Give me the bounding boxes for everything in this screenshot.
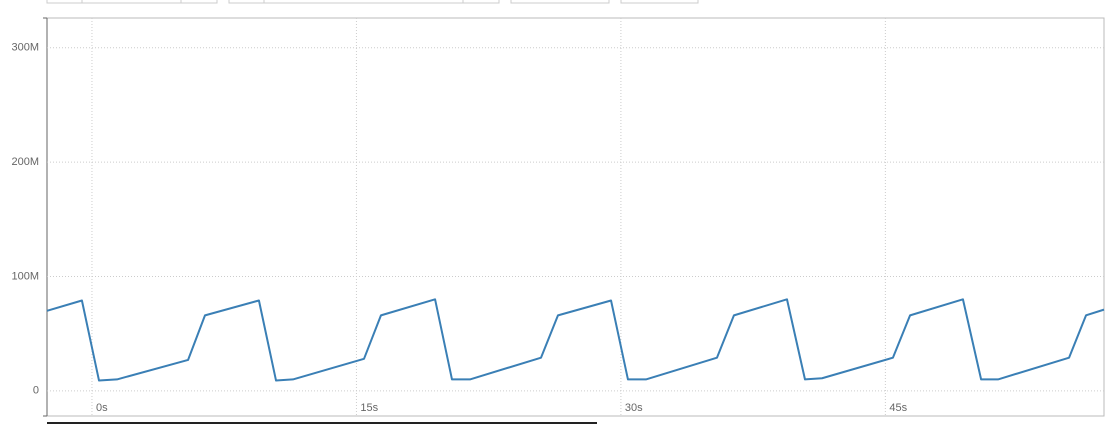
x-tick-label: 30s [625, 402, 643, 414]
y-tick-label: 300M [11, 42, 39, 54]
plot-frame [46, 17, 1105, 417]
line-series [46, 298, 1105, 382]
x-tick-label: 0s [96, 402, 108, 414]
y-tick-label: 100M [11, 270, 39, 282]
button[interactable] [510, 0, 610, 4]
dropdown[interactable] [228, 0, 500, 4]
dropdown[interactable] [46, 0, 218, 4]
toolbar [46, 0, 699, 4]
y-tick-label: 0 [33, 385, 39, 397]
button[interactable] [620, 0, 699, 4]
x-tick-label: 15s [360, 402, 378, 414]
x-tick-label: 45s [889, 402, 907, 414]
y-tick-label: 200M [11, 156, 39, 168]
